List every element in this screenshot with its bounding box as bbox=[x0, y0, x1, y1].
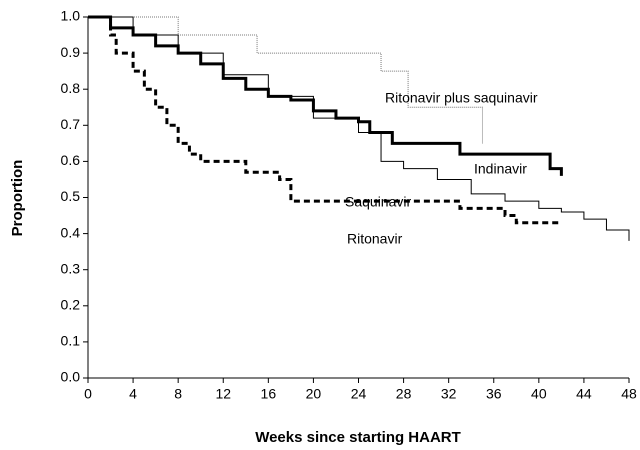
x-tick-label: 32 bbox=[441, 386, 457, 402]
series-label: Indinavir bbox=[474, 161, 527, 177]
x-tick-label: 48 bbox=[621, 386, 637, 402]
x-tick-label: 12 bbox=[215, 386, 231, 402]
y-tick-label: 0.2 bbox=[61, 297, 81, 313]
y-tick-label: 0.0 bbox=[61, 369, 81, 385]
x-tick-label: 24 bbox=[351, 386, 367, 402]
series-line bbox=[88, 16, 630, 241]
y-tick-label: 0.3 bbox=[61, 260, 81, 276]
series-line bbox=[88, 15, 562, 225]
x-tick-label: 0 bbox=[84, 386, 92, 402]
y-tick-label: 0.1 bbox=[61, 333, 81, 349]
x-axis-title: Weeks since starting HAART bbox=[255, 429, 461, 446]
y-tick-label: 0.7 bbox=[61, 116, 81, 132]
series-line bbox=[88, 16, 483, 144]
y-tick-label: 1.0 bbox=[61, 8, 81, 24]
series-label: Ritonavir plus saquinavir bbox=[385, 90, 538, 106]
y-tick-label: 0.9 bbox=[61, 44, 81, 60]
x-tick-label: 4 bbox=[129, 386, 137, 402]
x-tick-label: 16 bbox=[261, 386, 277, 402]
y-tick-label: 0.4 bbox=[61, 224, 81, 240]
series-label: Ritonavir bbox=[347, 231, 403, 247]
x-tick-label: 44 bbox=[576, 386, 592, 402]
y-tick-label: 0.5 bbox=[61, 188, 81, 204]
x-tick-label: 20 bbox=[306, 386, 322, 402]
y-axis-title: Proportion bbox=[9, 160, 26, 237]
y-tick-label: 0.6 bbox=[61, 152, 81, 168]
x-tick-label: 28 bbox=[396, 386, 412, 402]
y-tick-label: 0.8 bbox=[61, 80, 81, 96]
x-tick-label: 36 bbox=[486, 386, 502, 402]
x-tick-label: 8 bbox=[174, 386, 182, 402]
x-tick-label: 40 bbox=[531, 386, 547, 402]
